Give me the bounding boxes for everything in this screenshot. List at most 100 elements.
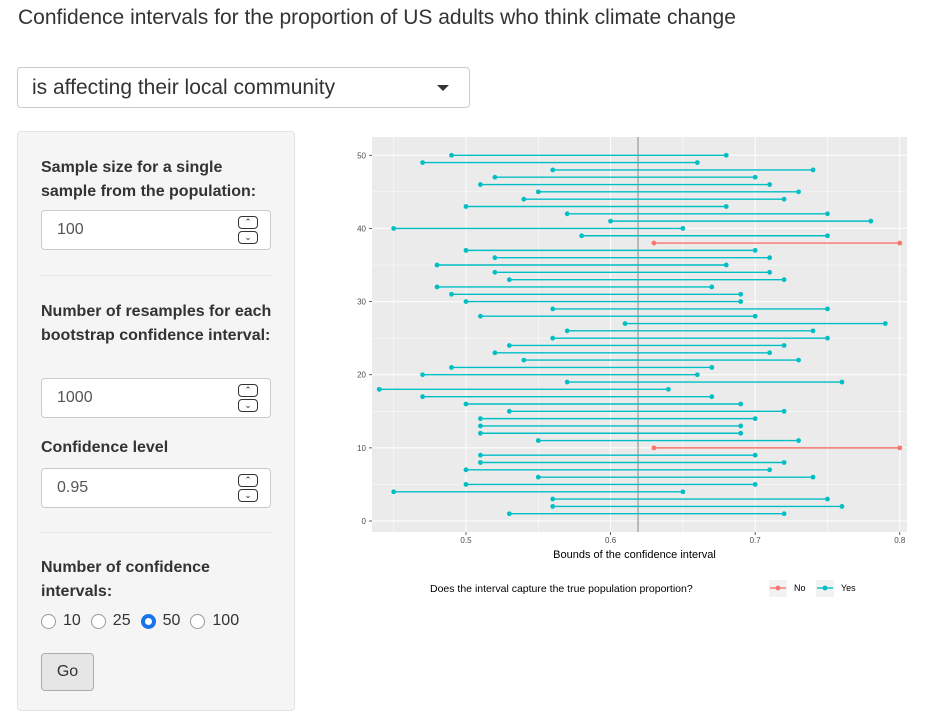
interval-upper-point [709, 284, 715, 290]
radio-button-selected[interactable] [140, 613, 156, 629]
interval-lower-point [391, 489, 397, 495]
interval-lower-point [463, 467, 469, 473]
interval-lower-point [478, 182, 483, 187]
question-select[interactable]: is affecting their local community [17, 67, 470, 108]
radio-label: 25 [112, 612, 131, 629]
resamples-spinner[interactable]: ⌃ ⌄ [237, 384, 259, 412]
x-tick-label: 0.8 [894, 536, 906, 545]
interval-upper-point [738, 291, 744, 297]
interval-upper-point [839, 379, 845, 385]
radio-option-25[interactable]: 25 [90, 612, 131, 630]
interval-lower-point [434, 262, 440, 268]
interval-lower-point [521, 357, 527, 363]
x-tick-label: 0.5 [460, 536, 472, 545]
interval-upper-point [825, 233, 830, 239]
interval-upper-point [825, 306, 830, 312]
interval-upper-point [752, 247, 758, 253]
interval-lower-point [535, 189, 541, 195]
resamples-input[interactable]: 1000 ⌃ ⌄ [41, 378, 271, 418]
interval-upper-point [767, 182, 773, 187]
interval-lower-point [449, 365, 454, 370]
interval-upper-point [723, 152, 729, 158]
interval-upper-point [738, 423, 744, 429]
interval-upper-point [767, 350, 773, 356]
interval-lower-point [449, 152, 454, 158]
interval-upper-point [738, 401, 744, 407]
caret-down-icon [437, 85, 449, 91]
interval-upper-point [752, 482, 758, 487]
interval-upper-point [882, 321, 888, 326]
sample-size-input[interactable]: 100 ⌃ ⌄ [41, 210, 271, 250]
chevron-up-icon[interactable]: ⌃ [238, 384, 258, 397]
radio-label: 10 [63, 612, 81, 629]
interval-upper-point [752, 452, 758, 458]
interval-upper-point [796, 189, 801, 195]
interval-upper-point [694, 372, 700, 378]
interval-lower-point [420, 372, 426, 378]
chevron-up-icon[interactable]: ⌃ [238, 216, 258, 229]
interval-upper-point [796, 438, 801, 443]
interval-upper-point [723, 262, 729, 268]
interval-lower-point [420, 160, 426, 166]
interval-lower-point [463, 482, 469, 487]
interval-upper-point [752, 174, 758, 180]
x-tick-label: 0.7 [750, 536, 762, 545]
interval-lower-point [449, 291, 454, 297]
chevron-down-icon[interactable]: ⌄ [238, 231, 258, 244]
interval-lower-point [492, 269, 498, 275]
sample-size-spinner[interactable]: ⌃ ⌄ [237, 216, 259, 244]
confidence-level-value: 0.95 [57, 479, 89, 496]
legend-label: No [794, 583, 806, 593]
interval-lower-point [564, 328, 570, 334]
confidence-interval-plot: 0.5 0.6 0.7 0.8 0 10 20 30 40 50 Bounds of the con… [357, 137, 907, 597]
interval-lower-point [550, 503, 556, 509]
confidence-level-input[interactable]: 0.95 ⌃ ⌄ [41, 468, 271, 508]
interval-upper-point [781, 277, 787, 283]
sample-size-value: 100 [57, 221, 84, 238]
interval-upper-point [796, 357, 801, 363]
interval-lower-point [550, 496, 556, 502]
radio-option-10[interactable]: 10 [41, 612, 81, 630]
radio-option-50[interactable]: 50 [140, 612, 180, 630]
resamples-value: 1000 [57, 389, 93, 406]
interval-lower-point [506, 277, 512, 283]
interval-lower-point [550, 335, 556, 341]
y-tick-label: 30 [357, 298, 366, 307]
interval-lower-point [391, 226, 397, 231]
divider [41, 275, 271, 276]
interval-upper-point [825, 211, 830, 217]
interval-lower-point [478, 430, 483, 436]
chevron-down-icon[interactable]: ⌄ [238, 399, 258, 412]
confidence-level-spinner[interactable]: ⌃ ⌄ [237, 474, 259, 502]
radio-option-100[interactable]: 100 [190, 612, 239, 630]
chevron-down-icon[interactable]: ⌄ [238, 489, 258, 502]
interval-lower-point [651, 240, 657, 246]
plot-panel [372, 137, 907, 532]
interval-lower-point [579, 233, 585, 239]
interval-upper-point [781, 408, 787, 414]
app-title: Confidence intervals for the proportion … [18, 6, 736, 29]
divider [41, 532, 271, 533]
radio-button[interactable] [90, 613, 106, 629]
interval-lower-point [463, 247, 469, 253]
question-select-value: is affecting their local community [32, 75, 336, 99]
interval-upper-point [709, 365, 715, 370]
go-button[interactable]: Go [41, 653, 94, 691]
interval-upper-point [810, 474, 816, 480]
interval-upper-point [781, 343, 787, 348]
interval-lower-point [564, 379, 570, 385]
interval-lower-point [420, 394, 426, 400]
radio-button[interactable] [190, 613, 206, 629]
interval-lower-point [506, 408, 512, 414]
num-intervals-label: Number of confidence intervals: [41, 559, 210, 600]
interval-upper-point [752, 313, 758, 319]
interval-upper-point [825, 335, 830, 341]
radio-button[interactable] [41, 613, 56, 629]
interval-upper-point [767, 269, 773, 275]
y-tick-label: 0 [362, 517, 367, 526]
y-tick-label: 50 [357, 151, 366, 160]
interval-lower-point [622, 321, 628, 326]
interval-upper-point [897, 445, 903, 451]
chevron-up-icon[interactable]: ⌃ [238, 474, 258, 487]
interval-upper-point [723, 204, 729, 209]
